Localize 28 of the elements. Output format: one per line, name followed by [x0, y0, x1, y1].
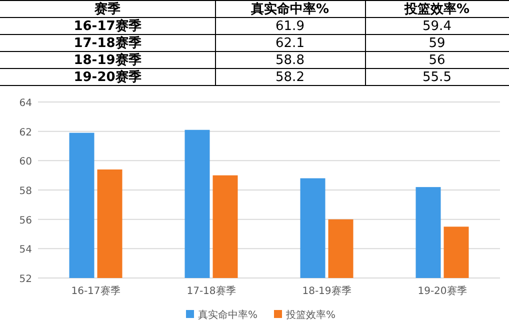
legend-label: 真实命中率%: [198, 309, 258, 321]
x-tick-label: 16-17赛季: [71, 285, 120, 297]
y-tick-label: 62: [19, 127, 32, 138]
data-label: 61.9: [276, 19, 304, 34]
x-tick-label: 17-18赛季: [186, 285, 236, 297]
legend-label: 投篮效率%: [285, 309, 336, 321]
y-tick-label: 58: [19, 186, 32, 197]
text: 投篮效率%: [403, 1, 470, 17]
data-label: 59.4: [422, 19, 452, 34]
y-tick-label: 54: [19, 244, 32, 256]
category-label: 18-19赛季: [74, 52, 142, 68]
data-label: 56: [428, 53, 446, 68]
category-label: 19-20赛季: [74, 69, 142, 85]
data-label: 59: [428, 36, 446, 51]
x-tick-label: 18-19赛季: [302, 285, 352, 297]
y-tick-label: 64: [19, 98, 32, 109]
y-tick-label: 60: [19, 156, 32, 168]
data-label: 62.1: [276, 36, 304, 51]
y-tick-label: 52: [19, 274, 32, 285]
text: 赛季: [94, 1, 120, 17]
x-tick-label: 19-20赛季: [418, 285, 467, 297]
text: 真实命中率%: [250, 1, 330, 17]
category-label: 17-18赛季: [74, 35, 142, 51]
y-tick-label: 56: [19, 215, 32, 226]
category-label: 16-17赛季: [74, 18, 142, 34]
data-label: 55.5: [422, 70, 452, 85]
data-label: 58.2: [276, 70, 304, 85]
data-label: 58.8: [276, 53, 304, 68]
